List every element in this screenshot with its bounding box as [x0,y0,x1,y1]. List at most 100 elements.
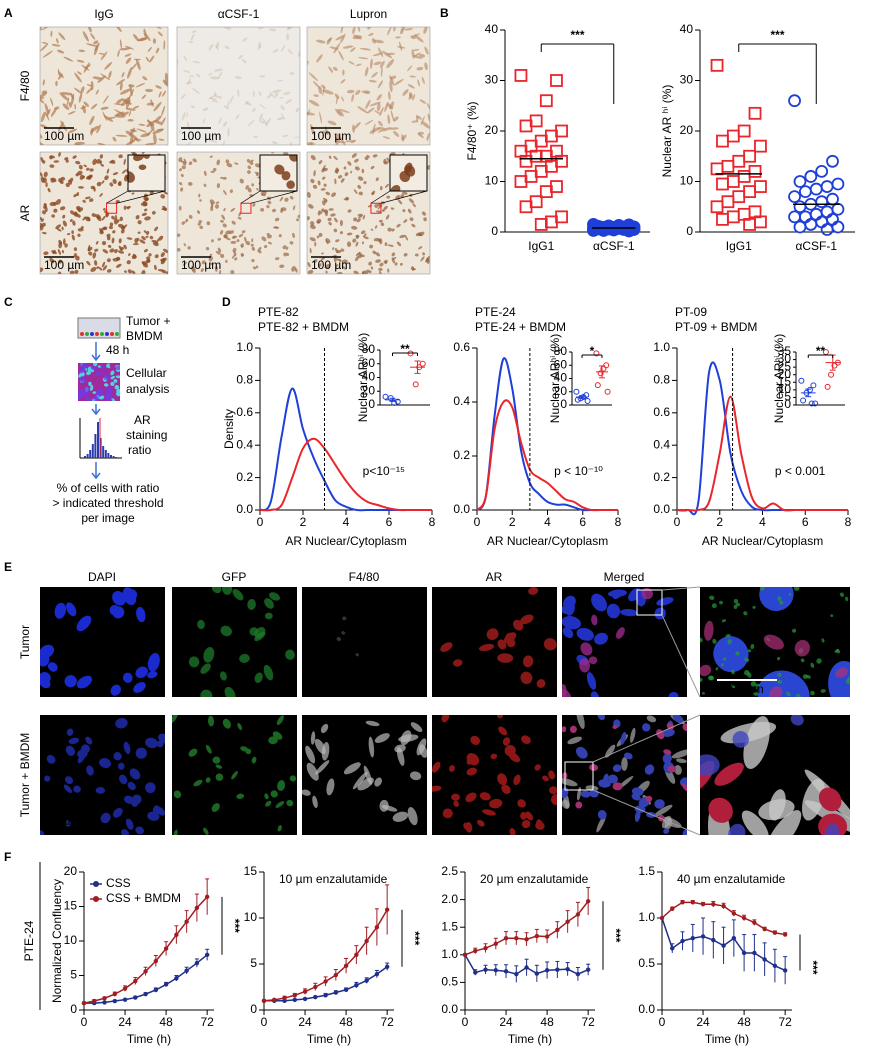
significance: *** [228,919,242,933]
cell [346,89,355,94]
cell [173,829,178,835]
cell [352,238,357,243]
cell [155,85,162,89]
cell [417,132,424,139]
cell [135,215,140,220]
x-tick-label: 24 [499,1015,513,1029]
cell [146,102,155,106]
cell [196,73,201,78]
y-tick-label: 20 [362,383,376,397]
density-curve [259,387,432,512]
cell [224,45,230,50]
cell [276,117,285,121]
x-tick-label: 4 [759,515,766,529]
cell [342,45,354,49]
cell [205,777,211,783]
cell [138,123,146,126]
cell [236,793,245,799]
cell [112,172,119,176]
cell [423,217,427,222]
point [710,58,724,72]
cell [106,168,110,174]
cell [363,181,367,185]
cell [730,684,736,689]
cell [796,693,801,697]
cell [103,374,111,381]
cell [421,76,425,85]
cell [235,114,240,120]
cell [368,79,377,83]
point [384,964,390,969]
cell [126,260,131,265]
cell [308,99,320,107]
panel-label: A [4,6,13,20]
cell [60,176,66,181]
cell [297,49,300,57]
point [808,400,815,407]
cell [215,773,224,781]
cell [368,261,372,266]
cell [721,619,726,623]
cell [252,90,255,98]
point [820,205,834,219]
cell [221,214,226,220]
cell [214,204,219,209]
cell [663,749,672,755]
point [752,950,757,956]
cell [191,30,197,33]
cell [71,234,75,241]
cell [391,257,395,264]
point [133,995,138,1000]
cell [364,119,374,126]
cell [334,93,340,99]
cell [258,27,265,30]
cell [273,226,279,229]
point [721,195,735,209]
cell [376,94,382,101]
cell [121,111,129,117]
cell [386,195,391,199]
cell [440,642,453,653]
cell [322,89,334,95]
cell [727,638,732,645]
zoom-line [250,190,298,204]
cell [102,207,106,211]
p-value: p<10⁻¹⁵ [363,464,405,478]
cell [188,75,195,77]
cell [123,741,131,755]
cell [263,245,268,249]
legend-marker [93,881,99,887]
cell [266,205,270,209]
cell [207,715,215,727]
point [716,177,729,191]
panel-label: C [4,295,13,309]
cell [385,214,390,220]
cell [211,587,222,594]
y-tick-label: 0 [368,397,375,411]
cell [479,792,491,801]
cell [247,170,251,174]
cell [76,205,81,210]
x-tick-label: 4 [544,515,551,529]
cell [223,207,226,212]
point [112,991,117,997]
y-tick-label: 0.5 [638,956,655,970]
cell [316,54,323,63]
cell [792,628,797,633]
cell [86,765,94,776]
cell [416,66,424,71]
cell [108,70,112,79]
cell [387,268,390,273]
cell [357,184,362,189]
cell [328,208,334,211]
x-tick-label: 24 [298,1015,312,1029]
cell [220,625,232,637]
point [122,997,128,1002]
cell [269,28,277,32]
cell [124,45,135,50]
roi [564,761,594,791]
cell [307,204,314,209]
cell [230,240,237,244]
cell [154,115,162,122]
cell [82,104,86,114]
